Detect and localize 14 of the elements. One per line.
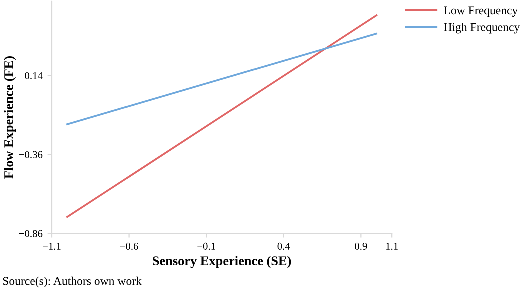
y-tick-label: −0.36 (19, 151, 43, 158)
legend-label: High Frequency (444, 23, 520, 34)
x-tick-label: −1.1 (43, 242, 61, 250)
y-tick-label: −0.86 (19, 230, 43, 238)
y-axis-title: Flow Experience (FE) (4, 56, 16, 179)
x-tick-label: −0.1 (198, 242, 216, 250)
x-axis-title: Sensory Experience (SE) (153, 256, 292, 268)
x-tick-label: 1.1 (386, 242, 398, 250)
y-tick-label: 0.14 (25, 72, 43, 80)
x-tick-label: 0.4 (278, 242, 290, 250)
legend-label: Low Frequency (444, 6, 518, 18)
source-note: Source(s): Authors own work (3, 276, 142, 288)
x-tick-label: 0.9 (355, 242, 368, 250)
x-tick-label: −0.6 (120, 242, 138, 250)
